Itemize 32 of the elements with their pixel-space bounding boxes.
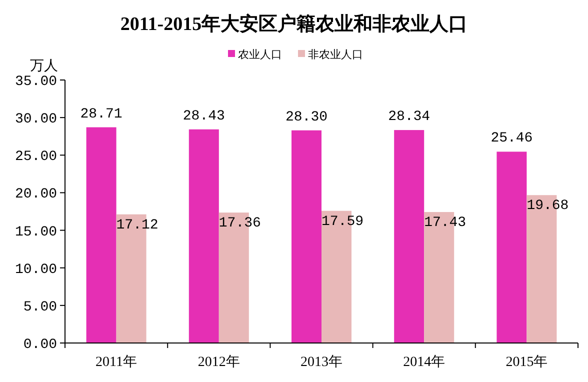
y-tick-label: 10.00 (14, 262, 57, 278)
bar (292, 130, 322, 343)
data-label: 28.71 (80, 106, 122, 122)
data-label: 28.30 (285, 109, 328, 126)
data-label: 17.12 (116, 217, 158, 234)
bar (394, 130, 424, 343)
y-tick-label: 0.00 (23, 337, 57, 353)
x-tick-label: 2015年 (506, 354, 548, 370)
legend-label: 非农业人口 (308, 48, 363, 61)
x-tick-label: 2013年 (300, 354, 342, 370)
y-tick-label: 5.00 (23, 299, 57, 316)
data-label: 17.36 (218, 216, 261, 232)
data-label: 17.43 (424, 215, 466, 232)
bar (188, 129, 219, 343)
chart-title: 2011-2015年大安区户籍农业和非农业人口 (120, 13, 468, 35)
y-tick-label: 35.00 (14, 74, 57, 90)
data-label: 28.34 (388, 109, 430, 126)
data-label: 19.68 (526, 198, 569, 214)
data-label: 25.46 (490, 130, 533, 147)
x-tick-label: 2012年 (198, 354, 240, 370)
y-tick-label: 15.00 (14, 224, 57, 240)
data-label: 17.59 (321, 214, 364, 230)
y-tick-label: 30.00 (14, 112, 57, 128)
data-label: 28.43 (182, 108, 225, 124)
x-tick-label: 2011年 (96, 354, 138, 370)
bar (86, 127, 116, 343)
bar (496, 152, 527, 343)
y-tick-label: 20.00 (14, 186, 57, 203)
x-tick-label: 2014年 (403, 354, 446, 370)
y-axis-title: 万人 (30, 58, 58, 74)
y-tick-label: 25.00 (14, 149, 57, 166)
legend-label: 农业人口 (238, 48, 282, 61)
